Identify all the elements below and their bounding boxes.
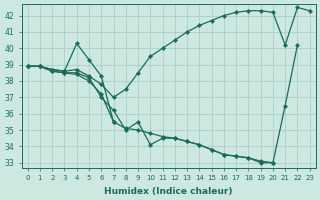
X-axis label: Humidex (Indice chaleur): Humidex (Indice chaleur)	[104, 187, 233, 196]
